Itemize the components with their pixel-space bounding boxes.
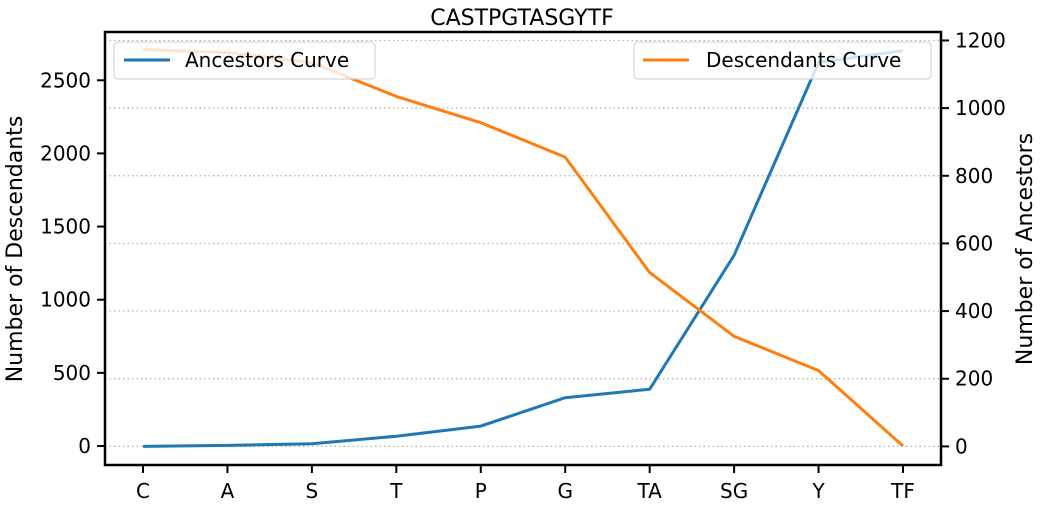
y-left-tick-label: 2500 (40, 68, 91, 92)
y-right-tick-label: 0 (955, 434, 968, 458)
y-axis-right-title: Number of Ancestors (1013, 133, 1038, 365)
x-tick-label: Y (811, 479, 825, 503)
y-axis-right: 0 200 400 600 800 1000 1200 (941, 28, 1006, 458)
x-tick-label: C (136, 479, 150, 503)
y-right-tick-label: 1000 (955, 96, 1006, 120)
x-tick-label: S (306, 479, 319, 503)
y-left-tick-label: 2000 (40, 141, 91, 165)
x-tick-label: TA (636, 479, 662, 503)
x-tick-label: G (557, 479, 573, 503)
legend-descendants-label: Descendants Curve (706, 48, 901, 72)
y-left-tick-label: 500 (53, 361, 91, 385)
y-right-tick-label: 200 (955, 367, 993, 391)
x-tick-label: SG (720, 479, 748, 503)
legend-descendants-box (633, 41, 932, 80)
x-tick-label: A (221, 479, 235, 503)
series-layer (142, 48, 904, 448)
descendants-curve-line (142, 48, 904, 448)
y-right-tick-label: 1200 (955, 28, 1006, 52)
y-left-tick-label: 1500 (40, 215, 91, 239)
y-right-tick-label: 800 (955, 164, 993, 188)
y-right-tick-label: 400 (955, 299, 993, 323)
y-axis-left: 0 500 1000 1500 2000 2500 (40, 68, 105, 458)
grid-layer (105, 39, 941, 447)
legend-ancestors: Ancestors Curve (113, 41, 376, 80)
x-tick-label: T (389, 479, 403, 503)
ancestors-curve-line (142, 49, 904, 448)
y-axis-left-title: Number of Descendants (3, 116, 28, 383)
y-left-tick-label: 1000 (40, 288, 91, 312)
x-axis: C A S T P G TA SG Y TF (136, 465, 915, 503)
legend-ancestors-box (113, 41, 376, 80)
y-right-tick-label: 600 (955, 231, 993, 255)
legend-descendants: Descendants Curve (633, 41, 932, 80)
plot-frame (103, 30, 943, 467)
chart-title: CASTPGTASGYTF (430, 6, 614, 31)
legend-ancestors-label: Ancestors Curve (185, 48, 349, 72)
x-tick-label: P (475, 479, 487, 503)
x-tick-label: TF (890, 479, 915, 503)
y-left-tick-label: 0 (78, 434, 91, 458)
